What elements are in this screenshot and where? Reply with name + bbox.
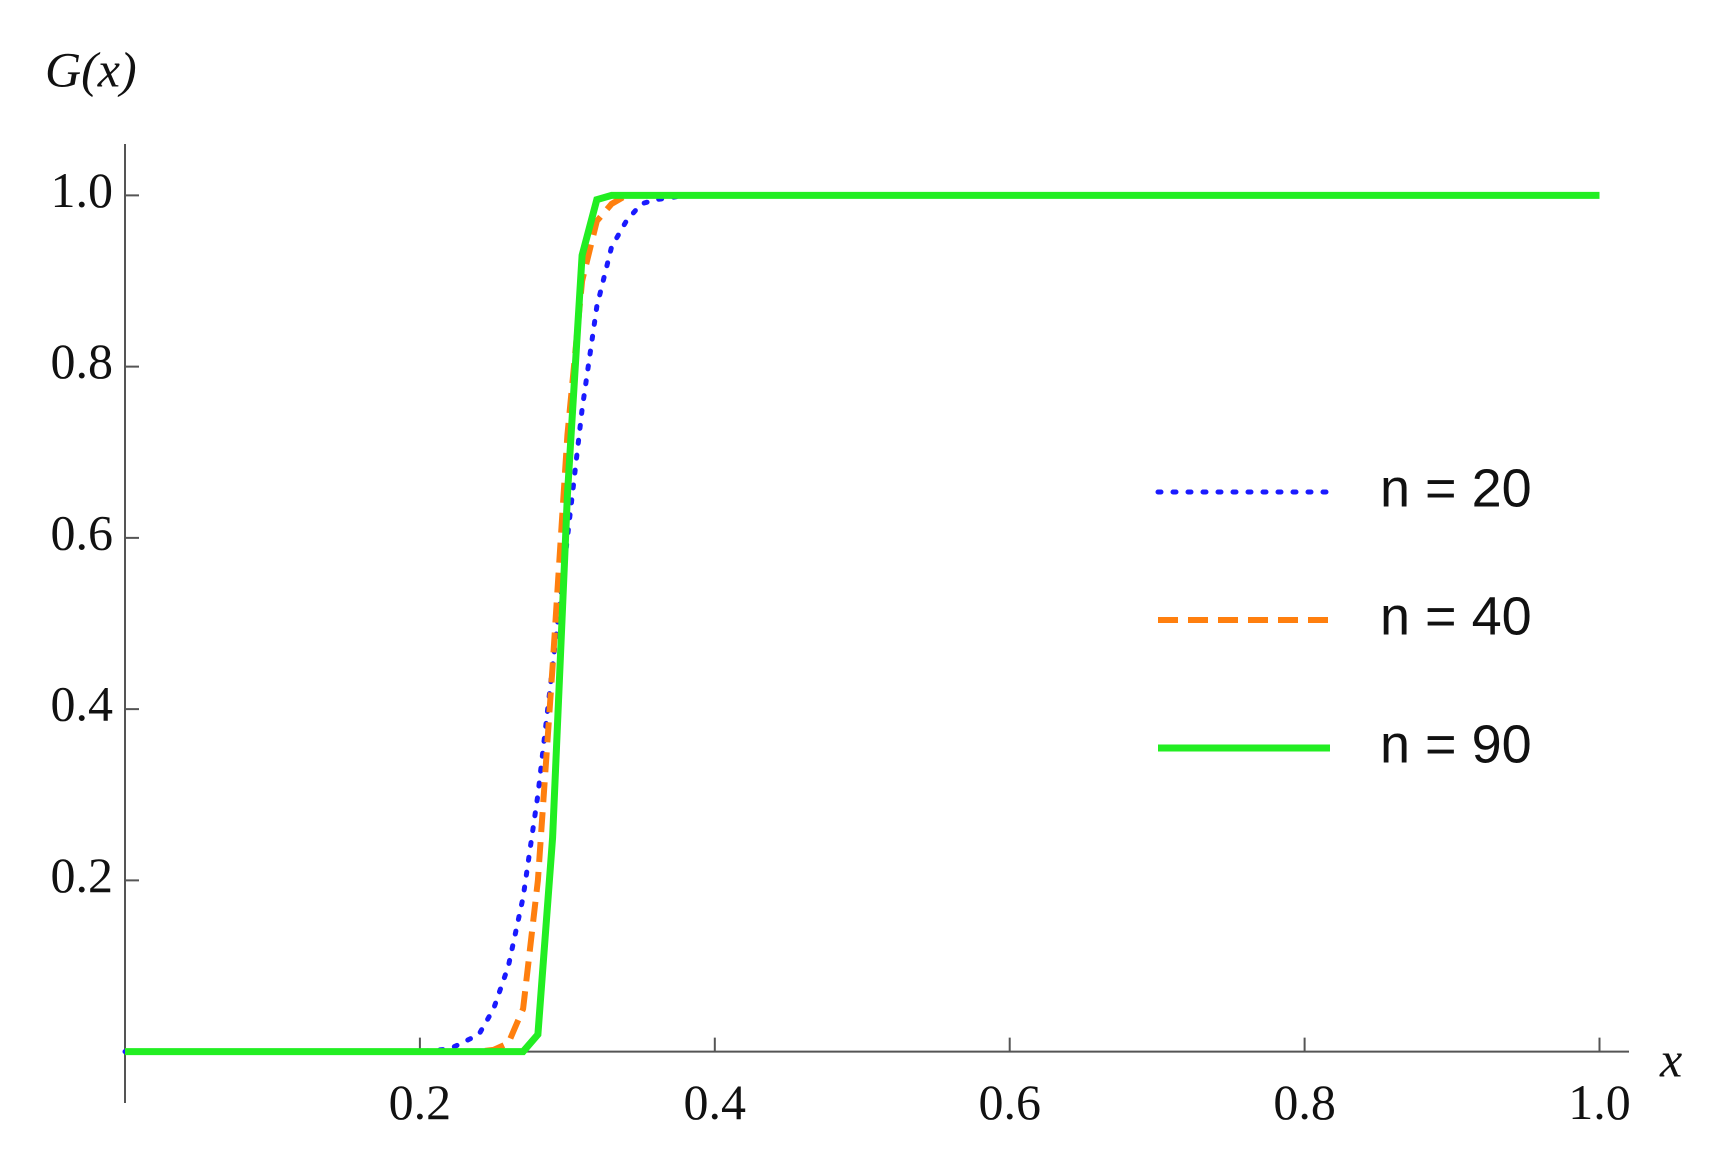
series-line	[122, 192, 1602, 1055]
legend-label: n = 90	[1380, 714, 1532, 774]
y-axis-label: G(x)	[45, 41, 137, 97]
y-tick-label: 0.8	[51, 333, 114, 389]
series-line	[125, 192, 1600, 1055]
x-tick-label: 1.0	[1568, 1074, 1631, 1130]
x-axis-label: x	[1659, 1031, 1682, 1087]
x-tick-label: 0.2	[389, 1074, 452, 1130]
y-tick-label: 0.2	[51, 847, 114, 903]
x-tick-label: 0.6	[978, 1074, 1041, 1130]
x-tick-label: 0.4	[684, 1074, 747, 1130]
y-tick-label: 0.6	[51, 504, 114, 560]
x-tick-label: 0.8	[1273, 1074, 1336, 1130]
y-tick-label: 0.4	[51, 676, 114, 732]
legend-label: n = 20	[1380, 458, 1532, 518]
series-line	[125, 191, 1600, 1056]
y-tick-label: 1.0	[51, 162, 114, 218]
legend-label: n = 40	[1380, 586, 1532, 646]
